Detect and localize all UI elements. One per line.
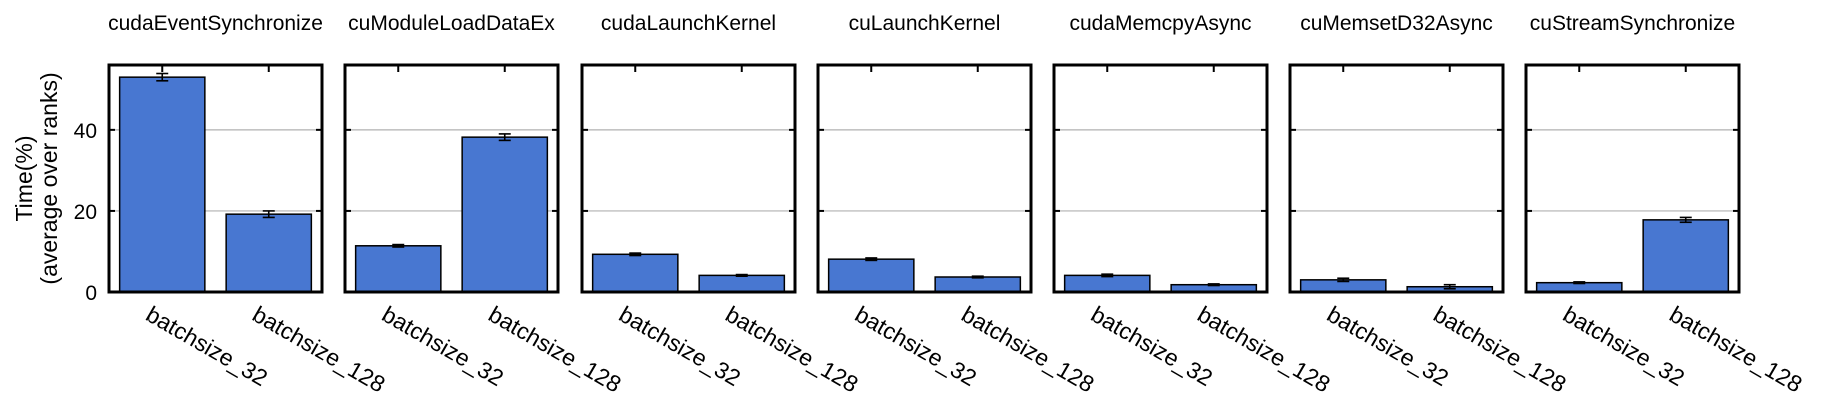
panel-title: cuMemsetD32Async bbox=[1300, 12, 1493, 35]
x-tick-label: batchsize_128 bbox=[248, 301, 389, 398]
bar bbox=[591, 253, 679, 293]
x-tick-label: batchsize_128 bbox=[721, 301, 862, 398]
chart-panel: cuModuleLoadDataExbatchsize_32batchsize_… bbox=[343, 12, 626, 398]
bar bbox=[827, 258, 915, 293]
chart-panel: cudaEventSynchronizebatchsize_32batchsiz… bbox=[74, 12, 390, 398]
panel-title: cuStreamSynchronize bbox=[1530, 12, 1735, 35]
x-tick-label: batchsize_128 bbox=[1665, 301, 1806, 398]
panel-frame bbox=[1288, 63, 1505, 294]
bar bbox=[1063, 274, 1151, 293]
chart-panel: cudaLaunchKernelbatchsize_32batchsize_12… bbox=[580, 12, 863, 398]
panel-frame bbox=[580, 63, 797, 294]
bar bbox=[1642, 219, 1730, 293]
y-tick-label: 20 bbox=[74, 201, 97, 224]
panel-title: cudaEventSynchronize bbox=[108, 12, 323, 35]
panel-frame bbox=[1052, 63, 1269, 294]
bar bbox=[225, 213, 313, 293]
x-tick-label: batchsize_128 bbox=[484, 301, 625, 398]
y-axis-title-line-1: Time(%) bbox=[11, 135, 37, 221]
x-tick-label: batchsize_128 bbox=[1193, 301, 1334, 398]
bar bbox=[354, 245, 442, 293]
x-tick-label: batchsize_128 bbox=[957, 301, 1098, 398]
bar bbox=[698, 274, 786, 293]
panel-title: cuLaunchKernel bbox=[849, 12, 1001, 35]
bar bbox=[934, 276, 1022, 293]
chart-panels: cudaEventSynchronizebatchsize_32batchsiz… bbox=[74, 12, 1807, 398]
bar bbox=[118, 76, 206, 293]
panel-frame bbox=[816, 63, 1033, 294]
y-axis-title: Time(%) (average over ranks) bbox=[11, 72, 62, 284]
panel-frame bbox=[343, 63, 560, 294]
y-axis-title-line-2: (average over ranks) bbox=[36, 72, 62, 284]
panel-title: cudaMemcpyAsync bbox=[1069, 12, 1251, 35]
chart-panel: cuStreamSynchronizebatchsize_32batchsize… bbox=[1524, 12, 1807, 398]
panel-frame bbox=[1524, 63, 1741, 294]
y-tick-label: 0 bbox=[85, 282, 97, 305]
y-tick-label: 40 bbox=[74, 120, 97, 143]
panel-frame bbox=[107, 63, 324, 294]
chart-panel: cuMemsetD32Asyncbatchsize_32batchsize_12… bbox=[1288, 12, 1571, 398]
panel-title: cudaLaunchKernel bbox=[601, 12, 776, 35]
bar bbox=[461, 136, 549, 293]
panel-title: cuModuleLoadDataEx bbox=[348, 12, 555, 35]
x-tick-label: batchsize_128 bbox=[1429, 301, 1570, 398]
